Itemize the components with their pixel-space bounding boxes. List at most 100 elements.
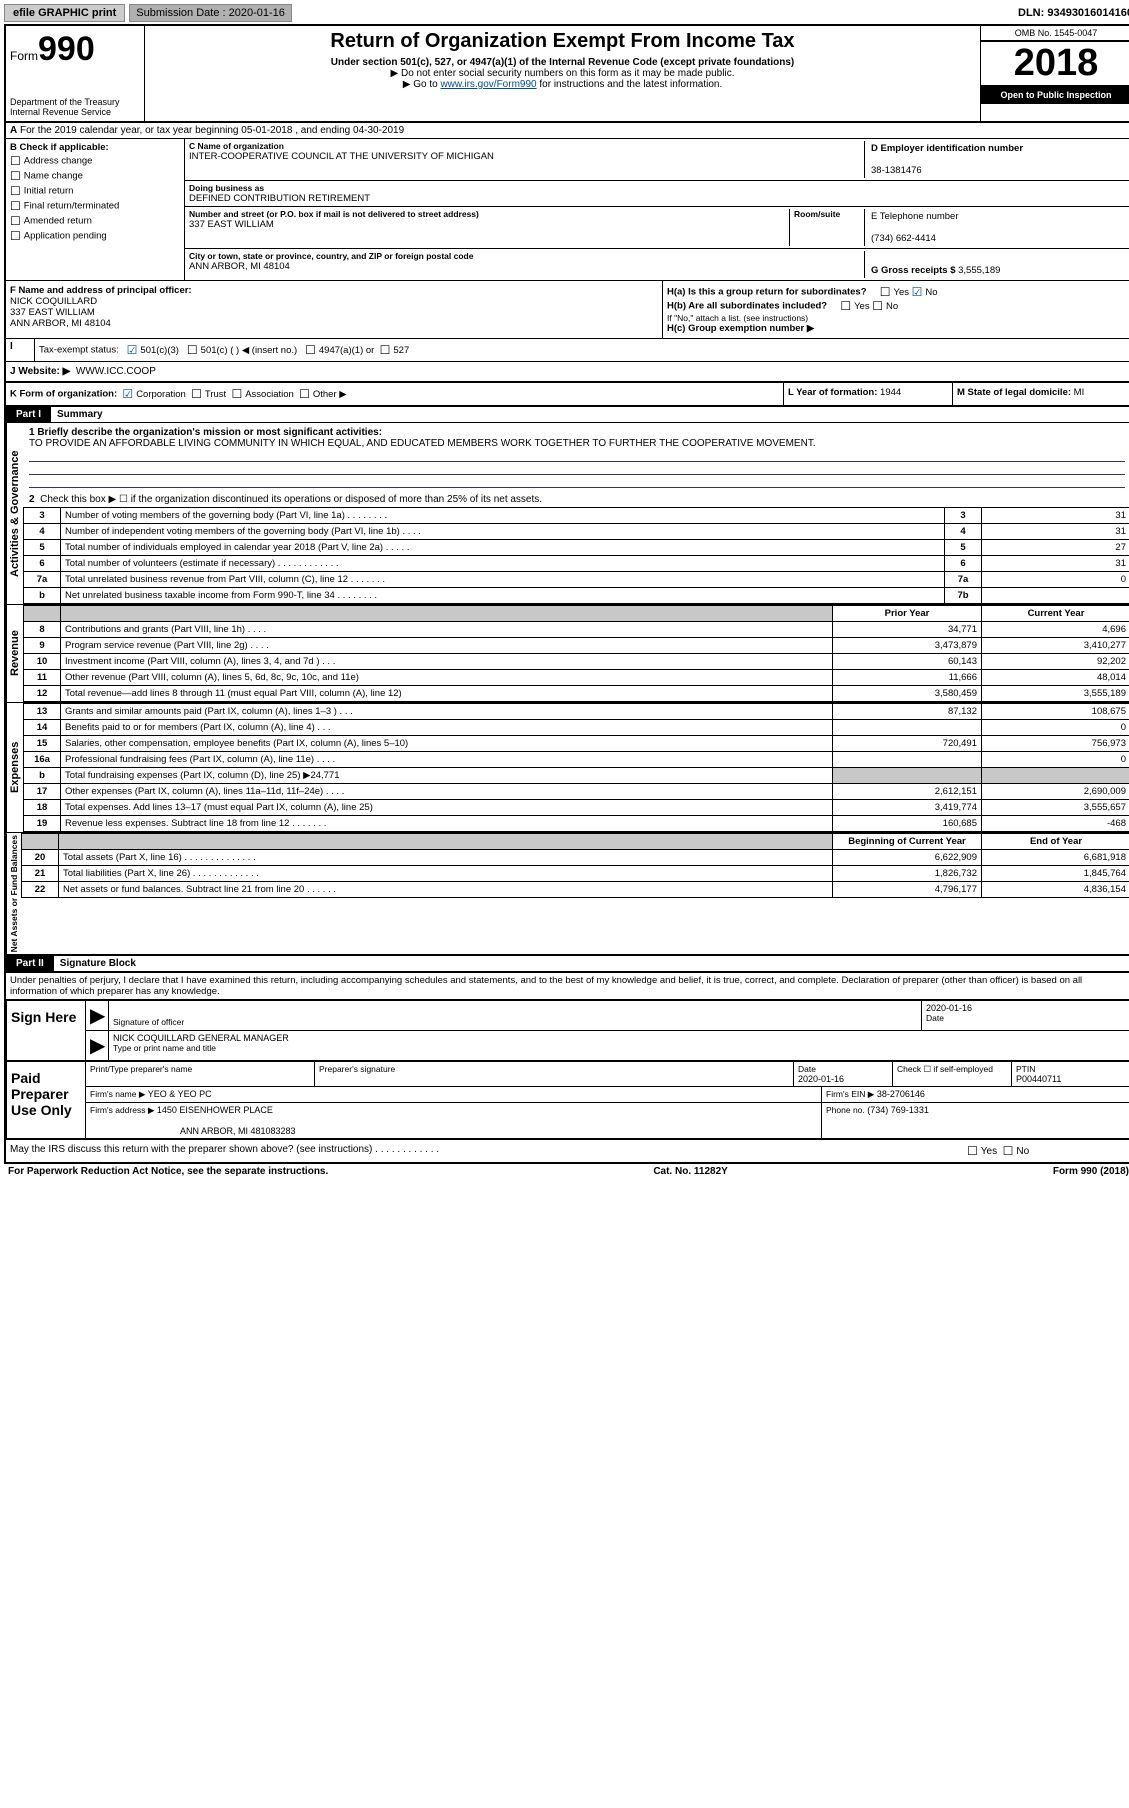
room-label: Room/suite: [794, 209, 864, 219]
chk-527[interactable]: 527: [380, 345, 410, 356]
chk-name-change[interactable]: Name change: [10, 169, 180, 183]
sidebar-na: Net Assets or Fund Balances: [6, 833, 21, 954]
form-header: Form990 Department of the Treasury Inter…: [6, 26, 1129, 123]
officer-print-name: NICK COQUILLARD GENERAL MANAGER: [113, 1033, 289, 1043]
website-url: WWW.ICC.COOP: [76, 366, 156, 377]
year-formation: 1944: [880, 387, 901, 398]
table-ag: 3Number of voting members of the governi…: [23, 507, 1129, 604]
firm-name: YEO & YEO PC: [148, 1089, 212, 1099]
sign-here-label: Sign Here: [7, 1001, 86, 1060]
identity-block: B Check if applicable: Address change Na…: [6, 139, 1129, 281]
h-b: H(b) Are all subordinates included? Yes …: [667, 299, 1127, 313]
form-outer: Form990 Department of the Treasury Inter…: [4, 24, 1129, 1164]
gross-receipts: 3,555,189: [958, 265, 1000, 276]
f-label: F Name and address of principal officer:: [10, 285, 192, 296]
dba-value: DEFINED CONTRIBUTION RETIREMENT: [189, 193, 370, 204]
part2-header: Part IISignature Block: [6, 956, 1129, 972]
chk-initial-return[interactable]: Initial return: [10, 184, 180, 198]
firm-addr2: ANN ARBOR, MI 481083283: [180, 1126, 296, 1136]
officer-name: NICK COQUILLARD: [10, 296, 97, 307]
form-number: Form990: [10, 30, 140, 69]
sidebar-exp: Expenses: [6, 703, 23, 832]
paid-preparer-label: Paid Preparer Use Only: [7, 1062, 86, 1138]
chk-trust[interactable]: Trust: [191, 389, 226, 400]
open-public: Open to Public Inspection: [981, 86, 1129, 104]
row-klm: K Form of organization: Corporation Trus…: [6, 383, 1129, 407]
chk-pending[interactable]: Application pending: [10, 229, 180, 243]
tax-year: 2018: [981, 41, 1129, 86]
state-domicile: MI: [1074, 387, 1085, 398]
org-name: INTER-COOPERATIVE COUNCIL AT THE UNIVERS…: [189, 151, 494, 162]
chk-501c3[interactable]: 501(c)(3): [127, 345, 179, 356]
officer-addr2: ANN ARBOR, MI 48104: [10, 318, 111, 329]
h-a: H(a) Is this a group return for subordin…: [667, 285, 1127, 299]
firm-phone: (734) 769-1331: [867, 1105, 929, 1115]
penalty-text: Under penalties of perjury, I declare th…: [6, 972, 1129, 999]
paid-preparer-block: Paid Preparer Use Only Print/Type prepar…: [6, 1061, 1129, 1139]
irs-label: Internal Revenue Service: [10, 107, 140, 117]
subtitle-2: ▶ Do not enter social security numbers o…: [153, 68, 972, 79]
part1-ag-block: Activities & Governance 1 Briefly descri…: [6, 423, 1129, 605]
part1-rev-block: Revenue Prior YearCurrent Year8Contribut…: [6, 605, 1129, 703]
omb-number: OMB No. 1545-0047: [981, 26, 1129, 41]
footer-left: For Paperwork Reduction Act Notice, see …: [8, 1166, 328, 1177]
city-value: ANN ARBOR, MI 48104: [189, 261, 290, 272]
sig-date: 2020-01-16: [926, 1003, 972, 1013]
submission-date-label: Submission Date : 2020-01-16: [129, 4, 292, 22]
line-a-tax-year: A For the 2019 calendar year, or tax yea…: [6, 123, 1129, 139]
row-j-website: J Website: ▶ WWW.ICC.COOP: [6, 362, 1129, 383]
d-ein-label: D Employer identification number: [871, 143, 1023, 154]
sign-here-block: Sign Here ▶ Signature of officer 2020-01…: [6, 999, 1129, 1061]
firm-ein: 38-2706146: [877, 1089, 925, 1099]
chk-self-employed[interactable]: Check ☐ if self-employed: [897, 1064, 993, 1074]
h-b-note: If "No," attach a list. (see instruction…: [667, 313, 1127, 323]
chk-4947[interactable]: 4947(a)(1) or: [305, 345, 374, 356]
part1-header: Part ISummary: [6, 407, 1129, 423]
chk-corp[interactable]: Corporation: [122, 389, 185, 400]
ptin-value: P00440711: [1016, 1074, 1061, 1084]
q2-text: Check this box ▶ ☐ if the organization d…: [40, 494, 542, 505]
dba-label: Doing business as: [189, 183, 1127, 193]
city-label: City or town, state or province, country…: [189, 251, 864, 261]
sig-officer-label: Signature of officer: [113, 1017, 184, 1027]
addr-label: Number and street (or P.O. box if mail i…: [189, 209, 785, 219]
part1-exp-block: Expenses 13Grants and similar amounts pa…: [6, 703, 1129, 833]
sidebar-ag: Activities & Governance: [6, 423, 23, 604]
table-netassets: Beginning of Current YearEnd of Year20To…: [21, 833, 1129, 898]
officer-addr1: 337 EAST WILLIAM: [10, 307, 95, 318]
h-c: H(c) Group exemption number ▶: [667, 323, 1127, 334]
page-footer: For Paperwork Reduction Act Notice, see …: [4, 1164, 1129, 1179]
chk-address-change[interactable]: Address change: [10, 154, 180, 168]
discuss-row: May the IRS discuss this return with the…: [6, 1139, 1129, 1162]
sidebar-rev: Revenue: [6, 605, 23, 702]
row-i-tax-exempt: I Tax-exempt status: 501(c)(3) 501(c) ( …: [6, 339, 1129, 362]
footer-right: Form 990 (2018): [1053, 1166, 1129, 1177]
footer-mid: Cat. No. 11282Y: [653, 1166, 727, 1177]
mission-text: TO PROVIDE AN AFFORDABLE LIVING COMMUNIT…: [29, 438, 1125, 449]
irs-link[interactable]: www.irs.gov/Form990: [440, 79, 536, 90]
table-revenue: Prior YearCurrent Year8Contributions and…: [23, 605, 1129, 702]
efile-button[interactable]: efile GRAPHIC print: [4, 4, 125, 22]
dln-label: DLN: 93493016014160: [1018, 7, 1129, 19]
col-b-checkboxes: B Check if applicable: Address change Na…: [6, 139, 185, 280]
subtitle-1: Under section 501(c), 527, or 4947(a)(1)…: [153, 57, 972, 68]
chk-discuss-yes[interactable]: Yes: [967, 1146, 997, 1157]
dept-treasury: Department of the Treasury: [10, 97, 140, 107]
ein-value: 38-1381476: [871, 165, 922, 176]
chk-other[interactable]: Other ▶: [299, 389, 346, 400]
phone-value: (734) 662-4414: [871, 233, 936, 244]
chk-501c[interactable]: 501(c) ( ) ◀ (insert no.): [187, 345, 297, 356]
table-expenses: 13Grants and similar amounts paid (Part …: [23, 703, 1129, 832]
part1-na-block: Net Assets or Fund Balances Beginning of…: [6, 833, 1129, 956]
firm-addr1: 1450 EISENHOWER PLACE: [157, 1105, 273, 1115]
c-name-label: C Name of organization: [189, 141, 864, 151]
chk-final-return[interactable]: Final return/terminated: [10, 199, 180, 213]
e-phone-label: E Telephone number: [871, 211, 959, 222]
chk-discuss-no[interactable]: No: [1003, 1146, 1030, 1157]
chk-amended[interactable]: Amended return: [10, 214, 180, 228]
form-title: Return of Organization Exempt From Incom…: [153, 30, 972, 53]
row-f-h: F Name and address of principal officer:…: [6, 281, 1129, 339]
subtitle-3: ▶ Go to www.irs.gov/Form990 for instruct…: [153, 79, 972, 90]
chk-assoc[interactable]: Association: [231, 389, 293, 400]
street-address: 337 EAST WILLIAM: [189, 219, 274, 230]
